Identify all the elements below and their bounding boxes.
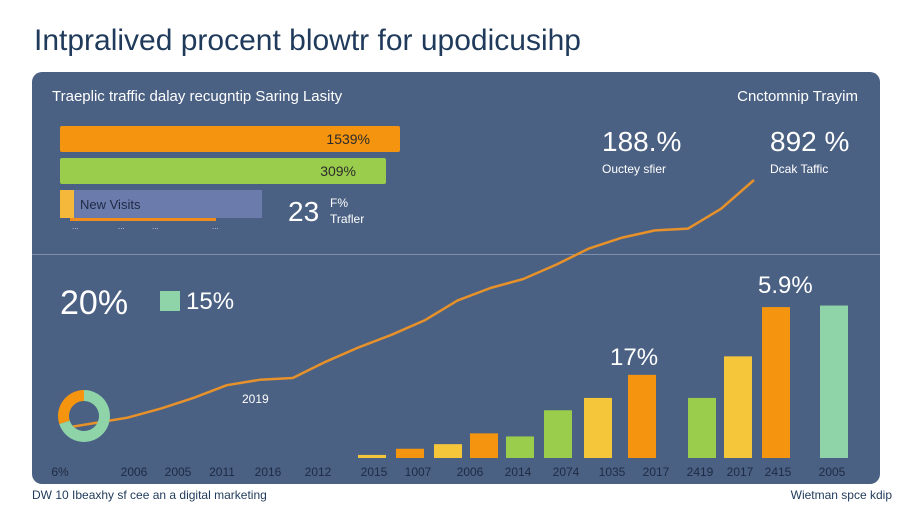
tick-label-3: 2005 [165,465,192,479]
tick-label-15: 2017 [727,465,754,479]
stat-3-pct: F% [330,196,348,210]
hbar-1-label: 1539% [326,131,370,147]
stat-3-value: 23 [288,196,320,227]
stat-1-value: 188.% [602,126,682,157]
tick-label-1: 6% [51,465,69,479]
stat-1-label: Ouctey sfier [602,162,667,176]
tick-label-9: 2006 [457,465,484,479]
bottom-caption-right: Wietman spce kdip [790,488,892,502]
new-visits-bar: New Visits [60,190,262,218]
mini-label-3: ... [152,222,159,231]
new-visits-label: New Visits [80,197,141,212]
tick-label-4: 2011 [209,465,235,479]
mini-label-1: ... [72,222,79,231]
tick-label-6: 2012 [305,465,332,479]
donut-layer [58,390,110,443]
new-visits-underline [70,218,216,221]
tick-label-11: 2074 [553,465,580,479]
hbar-2-label: 309% [320,163,356,179]
stat-7-value: 17% [610,344,659,371]
bar-16 [724,356,752,458]
tick-label-7: 2015 [361,465,388,479]
bar-18 [820,305,848,458]
stat-2-label: Dcak Taffic [770,162,829,176]
divider-line [32,254,880,255]
bar-line-chart: 6% 2006 2005 2011 2016 2012 2015 1007 2006 2014 20… [51,179,848,479]
mini-label-4: ... [212,222,219,231]
bar-17 [762,307,790,458]
bar-14 [628,374,656,458]
stat-2-value: 892 % [770,126,850,157]
donut-slice-1 [59,390,110,443]
donut-slice-2 [58,390,84,425]
bar-10 [470,433,498,458]
page-title: Intpralived procent blowtr for upodicusi… [34,24,581,57]
tick-label-2: 2006 [121,465,148,479]
mini-label-2: ... [118,222,125,231]
bar-9 [434,444,462,458]
bar-8 [396,448,424,458]
stat-5-value: 15% [186,288,235,315]
bar-12 [544,410,572,458]
hbar-1: 1539% [60,126,400,152]
bottom-caption-left: DW 10 Ibeaxhy sf cee an a digital market… [32,488,267,502]
tick-label-8: 1007 [405,465,432,479]
tick-label-17: 2005 [819,465,846,479]
bar-7 [358,454,386,458]
panel-title-left: Traeplic traffic dalay recugntip Saring … [52,88,343,105]
stat-6-value: 5.9% [758,272,813,299]
tick-label-14: 2419 [687,465,714,479]
tick-label-5: 2016 [255,465,282,479]
legend-swatch [160,291,180,311]
line-layer [61,179,755,430]
bar-15 [688,397,716,458]
tick-label-12: 1035 [599,465,626,479]
chart-panel: Traeplic traffic dalay recugntip Saring … [32,72,880,484]
tick-label-13: 2017 [643,465,670,479]
line-point-label: 2019 [242,392,269,406]
stat-3-label: Trafler [330,212,365,226]
trend-line [61,179,755,430]
hbar-2: 309% [60,158,386,184]
panel-title-right: Cnctomnip Trayim [737,88,858,105]
new-visits-tab [60,190,74,218]
ticks-layer: 6% 2006 2005 2011 2016 2012 2015 1007 2006 2014 20… [51,465,845,479]
tick-label-16: 2415 [765,465,792,479]
tick-label-10: 2014 [505,465,532,479]
bars-layer [358,305,848,458]
stat-4-value: 20% [60,284,129,322]
bar-13 [584,397,612,458]
bar-11 [506,436,534,458]
